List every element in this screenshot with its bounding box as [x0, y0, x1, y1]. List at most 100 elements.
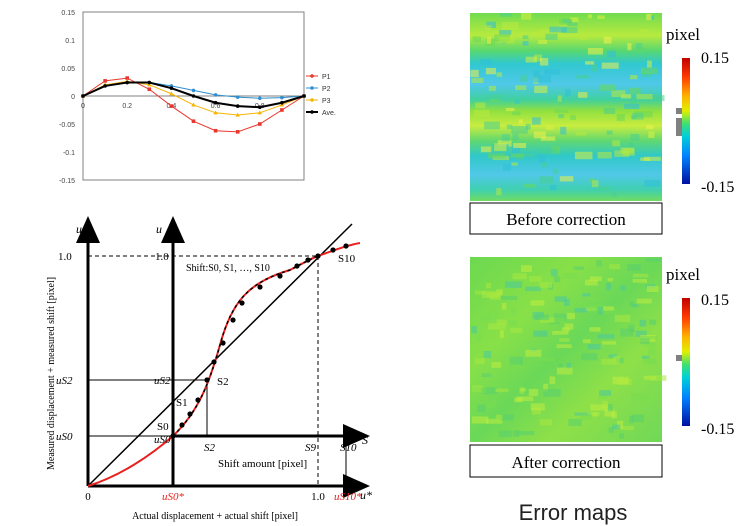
map-texture: [597, 15, 605, 20]
after-correction-label: After correction: [511, 453, 621, 472]
map-texture: [480, 146, 492, 153]
series-point-3: [235, 104, 240, 108]
outer-u-label: u: [76, 222, 82, 236]
map-texture: [601, 358, 618, 365]
calibration-error-chart: 0.150.10.050-0.05-0.1-0.15 00.20.40.60.8…: [59, 10, 336, 185]
series-point-3: [103, 84, 107, 88]
series-point-2: [213, 110, 218, 115]
map-texture: [614, 314, 631, 323]
map-texture: [481, 387, 498, 395]
legend-marker: [310, 98, 314, 102]
error-map-after: [470, 257, 662, 442]
map-texture: [496, 188, 502, 196]
map-texture: [587, 47, 603, 55]
map-texture: [550, 269, 558, 277]
map-texture: [544, 69, 560, 75]
map-texture: [553, 313, 568, 321]
map-texture: [599, 84, 617, 92]
map-texture: [554, 276, 561, 283]
series-point-3: [169, 86, 174, 90]
map-texture: [565, 312, 575, 320]
series-point-1: [235, 95, 240, 99]
map-texture: [640, 67, 658, 74]
map-texture: [609, 264, 620, 270]
shift-point: [330, 247, 336, 253]
map-texture: [636, 298, 652, 304]
map-texture: [525, 286, 541, 292]
map-texture: [627, 43, 632, 51]
map-texture: [603, 107, 616, 114]
series-point-0: [191, 119, 196, 123]
series-point-0: [103, 79, 107, 83]
outer-u-star-label: u*: [360, 488, 372, 502]
map-texture: [485, 67, 496, 75]
map-texture: [649, 319, 657, 325]
map-texture: [629, 87, 641, 95]
map-texture: [549, 26, 567, 33]
axis-s10-label: S10: [340, 442, 357, 454]
map-texture: [506, 107, 515, 112]
map-texture: [472, 36, 482, 42]
map-texture: [632, 112, 644, 120]
map-texture: [648, 95, 665, 102]
map-texture: [556, 344, 572, 349]
series-point-3: [125, 80, 129, 85]
x-tick-label: 0.6: [211, 103, 221, 110]
map-texture: [545, 125, 554, 131]
map-texture: [500, 295, 518, 301]
map-texture: [558, 363, 564, 368]
map-texture: [488, 94, 504, 98]
map-texture: [608, 403, 613, 412]
map-texture: [533, 75, 552, 83]
map-texture: [604, 307, 618, 314]
legend-label: P2: [322, 86, 331, 93]
before-label-box: [469, 202, 663, 235]
map-texture: [612, 424, 621, 430]
inner-u-label: u: [156, 222, 162, 236]
series-point-3: [258, 105, 262, 109]
map-texture: [628, 324, 635, 333]
map-texture: [539, 419, 553, 426]
colorbar-bottom-min: -0.15: [701, 421, 734, 438]
u-one-label: 1.0: [58, 251, 72, 263]
map-texture: [534, 54, 543, 62]
map-texture: [554, 296, 567, 302]
map-texture: [500, 414, 514, 421]
map-texture: [646, 125, 654, 130]
map-texture: [649, 15, 655, 20]
axis-s9-label: S9: [305, 442, 317, 454]
map-texture: [537, 357, 556, 362]
map-texture: [534, 314, 549, 320]
y-tick-label: -0.1: [63, 150, 75, 157]
map-texture: [613, 356, 620, 364]
shift-point: [294, 263, 300, 269]
map-texture: [561, 27, 578, 34]
map-texture: [620, 285, 626, 291]
y-tick-label: 0: [71, 94, 75, 101]
map-texture: [474, 290, 487, 295]
before-correction-label: Before correction: [506, 210, 626, 229]
map-texture: [539, 282, 553, 288]
map-texture: [604, 409, 615, 417]
map-texture: [470, 69, 479, 77]
x-one-label: 1.0: [311, 491, 325, 503]
inner-s-label: S: [362, 433, 368, 447]
map-texture: [620, 94, 632, 99]
map-texture: [539, 176, 554, 184]
map-texture: [471, 416, 489, 424]
shift-point: [315, 253, 321, 259]
map-texture: [502, 164, 512, 171]
map-texture: [647, 60, 652, 68]
map-texture: [549, 185, 557, 191]
inner-u-s0-label: uS0: [154, 434, 171, 446]
axis-s2-label: S2: [204, 442, 216, 454]
map-texture: [473, 109, 490, 117]
map-texture: [639, 29, 649, 33]
map-texture: [606, 282, 612, 291]
map-texture: [643, 358, 656, 365]
map-texture: [631, 393, 649, 401]
s2-label: S2: [217, 376, 229, 388]
colorbar-bottom-max: 0.15: [701, 292, 729, 309]
map-texture: [616, 114, 625, 122]
map-texture: [521, 13, 532, 20]
